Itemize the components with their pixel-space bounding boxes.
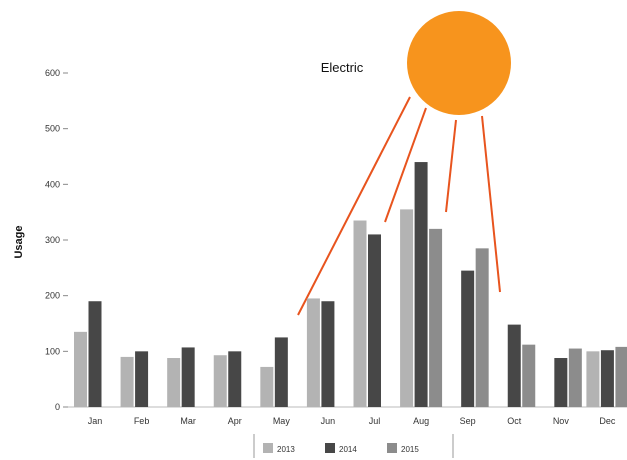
sun-ray-3 — [445, 119, 457, 213]
bar-dec-2013 — [586, 351, 600, 407]
x-tick-label: Jun — [321, 416, 336, 426]
bar-nov-2014 — [554, 358, 568, 407]
sun-ray-2 — [384, 107, 427, 223]
x-tick-label: Feb — [134, 416, 150, 426]
x-tick-label: Jul — [369, 416, 381, 426]
y-tick-label: 100 — [45, 346, 60, 356]
bar-sep-2015 — [475, 248, 489, 407]
bar-feb-2014 — [135, 351, 149, 407]
bar-apr-2014 — [228, 351, 242, 407]
sun-disc — [407, 11, 511, 115]
x-tick-label: Nov — [553, 416, 570, 426]
bar-oct-2014 — [507, 324, 521, 407]
y-tick-label: 300 — [45, 235, 60, 245]
x-tick-label: Apr — [228, 416, 242, 426]
y-tick-label: 600 — [45, 68, 60, 78]
bar-apr-2013 — [213, 355, 227, 407]
y-tick-label: 200 — [45, 291, 60, 301]
legend-swatch-2014 — [325, 443, 335, 453]
bar-feb-2013 — [120, 356, 134, 407]
bar-aug-2015 — [429, 228, 443, 407]
chart-title: Electric — [321, 60, 364, 75]
bar-mar-2013 — [167, 358, 181, 407]
sun-ray-4 — [481, 115, 501, 293]
bar-mar-2014 — [181, 347, 195, 407]
x-tick-label: Jan — [88, 416, 103, 426]
bar-may-2013 — [260, 366, 274, 407]
x-tick-label: Dec — [599, 416, 616, 426]
y-tick-label: 400 — [45, 179, 60, 189]
legend-label-2015: 2015 — [401, 445, 419, 454]
bars — [74, 162, 627, 407]
x-tick-label: May — [273, 416, 291, 426]
legend: 2013 2014 2015 — [253, 434, 454, 458]
bar-jan-2013 — [74, 331, 87, 407]
x-tick-label: Aug — [413, 416, 429, 426]
legend-swatch-2015 — [387, 443, 397, 453]
bar-jul-2013 — [353, 220, 367, 407]
bar-jan-2014 — [88, 301, 102, 407]
bar-dec-2014 — [600, 350, 614, 407]
bar-jun-2014 — [321, 301, 335, 407]
x-tick-label: Mar — [180, 416, 196, 426]
bar-oct-2015 — [522, 344, 536, 407]
bar-sep-2014 — [461, 270, 475, 407]
legend-label-2014: 2014 — [339, 445, 357, 454]
sun-ray-1 — [297, 96, 411, 316]
y-tick-label: 500 — [45, 124, 60, 134]
sun-icon — [297, 11, 511, 316]
bar-nov-2015 — [568, 348, 582, 407]
bar-aug-2013 — [400, 209, 414, 407]
bar-jun-2013 — [306, 298, 320, 407]
bar-may-2014 — [274, 337, 288, 407]
x-tick-label: Sep — [460, 416, 476, 426]
y-tick-label: 0 — [55, 402, 60, 412]
legend-swatch-2013 — [263, 443, 273, 453]
y-axis-label: Usage — [13, 225, 25, 258]
bar-aug-2014 — [414, 162, 428, 407]
bar-dec-2015 — [615, 346, 627, 407]
bar-jul-2014 — [368, 234, 381, 407]
x-tick-label: Oct — [507, 416, 522, 426]
legend-label-2013: 2013 — [277, 445, 295, 454]
